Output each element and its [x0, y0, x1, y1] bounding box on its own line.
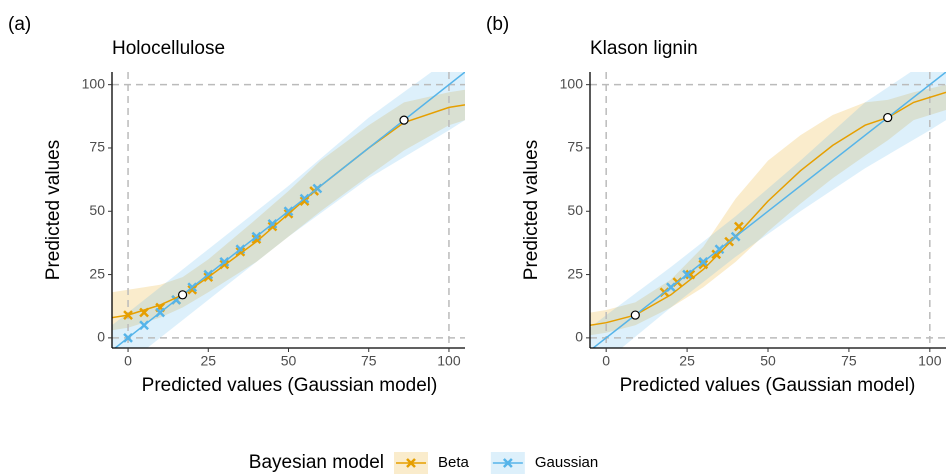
chart-title: Klason lignin: [590, 38, 698, 59]
x-tick-label: 0: [124, 353, 132, 369]
x-tick-label: 75: [841, 353, 857, 369]
sample-point: [251, 234, 262, 245]
x-tick-label: 50: [281, 353, 297, 369]
y-axis-label: Predicted values: [521, 140, 542, 280]
legend-key-mark: [502, 458, 513, 468]
credible-band: [590, 72, 946, 348]
y-tick-label: 50: [567, 202, 583, 218]
x-tick-label: 25: [679, 353, 695, 369]
highlight-point: [399, 115, 409, 125]
y-tick-label: 75: [89, 139, 105, 155]
y-tick-label: 100: [560, 75, 584, 91]
x-tick-label: 25: [200, 353, 216, 369]
legend-label: Beta: [438, 454, 470, 471]
y-tick-label: 0: [575, 329, 583, 345]
highlight-point: [178, 290, 188, 300]
y-tick-label: 50: [89, 202, 105, 218]
panel-tag: (b): [486, 14, 509, 35]
x-axis-label: Predicted values (Gaussian model): [620, 375, 916, 396]
x-axis-label: Predicted values (Gaussian model): [142, 375, 438, 396]
series-line: [113, 72, 465, 348]
plot-area: [590, 72, 946, 348]
sample-point: [235, 246, 246, 257]
x-tick-label: 100: [918, 353, 942, 369]
y-axis-label: Predicted values: [43, 140, 64, 280]
highlight-point: [630, 310, 640, 320]
x-tick-label: 0: [602, 353, 610, 369]
series-line: [591, 72, 946, 348]
plot-area: [112, 72, 465, 348]
highlight-point: [883, 112, 893, 123]
x-tick-label: 100: [437, 353, 461, 369]
y-tick-label: 100: [82, 75, 106, 91]
credible-band: [590, 84, 946, 336]
sample-point: [711, 249, 722, 260]
chart-title: Holocellulose: [112, 38, 225, 59]
legend-label: Gaussian: [535, 454, 598, 471]
y-tick-label: 0: [97, 329, 105, 345]
x-tick-label: 75: [361, 353, 377, 369]
panel-tag: (a): [8, 14, 31, 35]
x-tick-label: 50: [760, 353, 776, 369]
series-line: [112, 104, 465, 319]
legend-key-mark: [406, 458, 416, 468]
y-tick-label: 25: [567, 265, 583, 281]
y-tick-label: 75: [567, 139, 583, 155]
y-tick-label: 25: [89, 265, 105, 281]
legend-title: Bayesian model: [249, 452, 384, 473]
